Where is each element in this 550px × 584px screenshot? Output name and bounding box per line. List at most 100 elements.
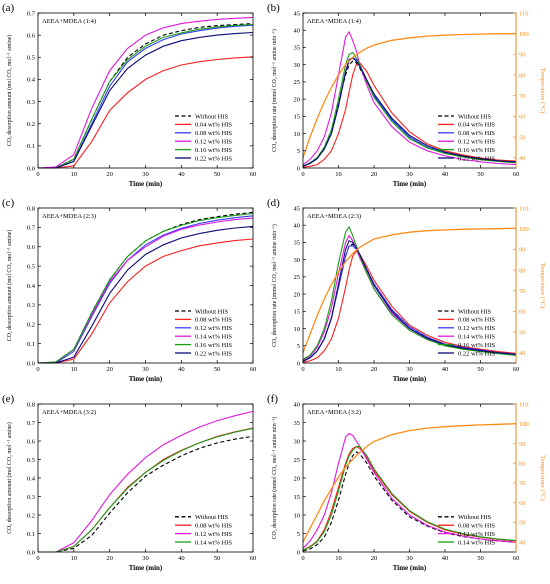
x-axis-title: Time (min): [129, 564, 163, 572]
y-tick-label: 0.6: [27, 438, 36, 445]
legend-entry: 0.22 wt% HIS: [195, 350, 232, 357]
y-tick-label: 45: [294, 205, 301, 212]
legend-entry: 0.08 wt% HIS: [458, 523, 495, 530]
x-tick-label: 10: [335, 171, 342, 178]
series-line: [38, 410, 254, 553]
y2-tick-label: 40: [519, 350, 526, 357]
legend-entry: 0.08 wt% HIS: [458, 317, 495, 324]
y2-tick-label: 60: [519, 114, 526, 121]
y-axis-title: CO₂ desorption rate (mmol CO₂ mol⁻¹ amin…: [271, 417, 278, 540]
x-tick-label: 50: [477, 366, 484, 373]
y-tick-label: 0.8: [27, 401, 35, 408]
temperature-line: [302, 227, 517, 353]
y-tick-label: 0.5: [27, 55, 35, 62]
y2-tick-label: 110: [519, 10, 529, 17]
y-tick-label: 0.6: [27, 244, 36, 251]
y-tick-label: 25: [294, 274, 301, 281]
y-axis-title: CO₂ desorption rate (mmol CO₂ mol⁻¹ amin…: [271, 29, 278, 152]
y-tick-label: 0: [297, 360, 300, 367]
x-tick-label: 40: [442, 555, 449, 562]
x-axis-title: Time (min): [129, 180, 163, 188]
legend-entry: Without HIS: [195, 308, 229, 315]
series-line: [37, 16, 254, 169]
x-tick-label: 0: [301, 366, 304, 373]
y-tick-label: 0.1: [27, 341, 35, 348]
y-tick-label: 0.1: [27, 143, 35, 150]
y-tick-label: 45: [294, 10, 301, 17]
x-tick-label: 20: [371, 171, 378, 178]
series-line: [38, 238, 254, 364]
series-line: [38, 23, 254, 169]
y-tick-label: 0.3: [27, 494, 35, 501]
legend-entry: Without HIS: [458, 113, 492, 120]
y-tick-label: 35: [294, 45, 301, 52]
y-tick-label: 0.4: [27, 77, 36, 84]
y-tick-label: 0.5: [27, 457, 35, 464]
legend-entry: 0.14 wt% HIS: [458, 539, 495, 546]
x-tick-label: 30: [406, 555, 413, 562]
x-tick-label: 20: [106, 555, 113, 562]
panel-e: (e) 0 10 20 30 40 50 60 Time (min) 0.0 0.1 0.2 0.3 0.…: [2, 393, 256, 572]
y-tick-label: 15: [294, 494, 301, 501]
y-tick-label: 35: [294, 240, 301, 247]
y2-tick-label: 50: [519, 520, 526, 527]
y2-tick-label: 80: [519, 267, 526, 274]
x-tick-label: 0: [36, 171, 39, 178]
y-tick-label: 40: [294, 223, 301, 230]
y-tick-label: 20: [294, 96, 301, 103]
x-tick-label: 20: [106, 366, 113, 373]
x-tick-label: 30: [142, 171, 149, 178]
y-tick-label: 0.2: [27, 322, 35, 329]
x-tick-label: 0: [301, 171, 304, 178]
series-line: [38, 225, 254, 364]
temperature-line: [302, 33, 516, 158]
y-tick-label: 20: [294, 475, 301, 482]
x-axis-title: Time (min): [393, 564, 427, 572]
y-tick-label: 5: [297, 343, 300, 350]
panel-f: (f) 0 10 20 30 40 50 60 Time (min) 0 5 10 15 20 25 30 35…: [267, 393, 546, 572]
y-tick-label: 25: [294, 457, 301, 464]
x-axis-title: Time (min): [393, 375, 427, 383]
x-tick-label: 40: [442, 366, 449, 373]
x-tick-label: 0: [301, 555, 304, 562]
series-line: [302, 445, 517, 551]
x-tick-label: 10: [71, 171, 78, 178]
x-tick-label: 20: [371, 366, 378, 373]
chart-title: AEEA+MDEA (1:4): [307, 18, 361, 25]
y2-tick-label: 90: [519, 441, 526, 448]
temperature-line: [302, 423, 517, 543]
chart-title: AEEA+MDEA (3:2): [307, 409, 361, 416]
legend-entry: 0.08 wt% HIS: [195, 523, 232, 530]
y-tick-label: 0.0: [27, 165, 35, 172]
x-tick-label: 40: [178, 171, 185, 178]
x-tick-label: 10: [335, 366, 342, 373]
chart-title: AEEA+MDEA (2:3): [42, 213, 96, 220]
panel-label: (d): [267, 197, 280, 209]
y-tick-label: 0.0: [27, 549, 35, 556]
y-tick-label: 0.8: [27, 205, 35, 212]
y2-tick-label: 110: [519, 205, 529, 212]
x-tick-label: 20: [106, 171, 113, 178]
y2-tick-label: 100: [519, 226, 529, 233]
y2-tick-label: 80: [519, 72, 526, 79]
chart-title: AEEA+MDEA (2:3): [307, 213, 361, 220]
y-tick-label: 5: [297, 148, 300, 155]
y-tick-label: 0.2: [27, 512, 35, 519]
y2-tick-label: 80: [519, 461, 526, 468]
x-tick-label: 0: [36, 555, 39, 562]
y-tick-label: 0.4: [27, 283, 36, 290]
panel-b: (b) 0 10 20 30 40 50 60 Time (min) 0 5 10 15 20 25 30 35…: [267, 2, 546, 188]
legend-entry: 0.22 wt% HIS: [195, 155, 232, 162]
legend-entry: 0.12 wt% HIS: [458, 531, 495, 538]
series-line: [38, 23, 254, 169]
legend-entry: 0.12 wt% HIS: [195, 531, 232, 538]
series-line: [38, 427, 254, 553]
y2-tick-label: 50: [519, 329, 526, 336]
x-tick-label: 50: [477, 171, 484, 178]
x-tick-label: 0: [36, 366, 39, 373]
legend-entry: 0.22 wt% HIS: [458, 155, 495, 162]
panel-label: (c): [2, 197, 15, 209]
y2-tick-label: 100: [519, 31, 529, 38]
legend-entry: 0.12 wt% HIS: [195, 325, 232, 332]
chart-title: AEEA+MDEA (3:2): [42, 409, 96, 416]
